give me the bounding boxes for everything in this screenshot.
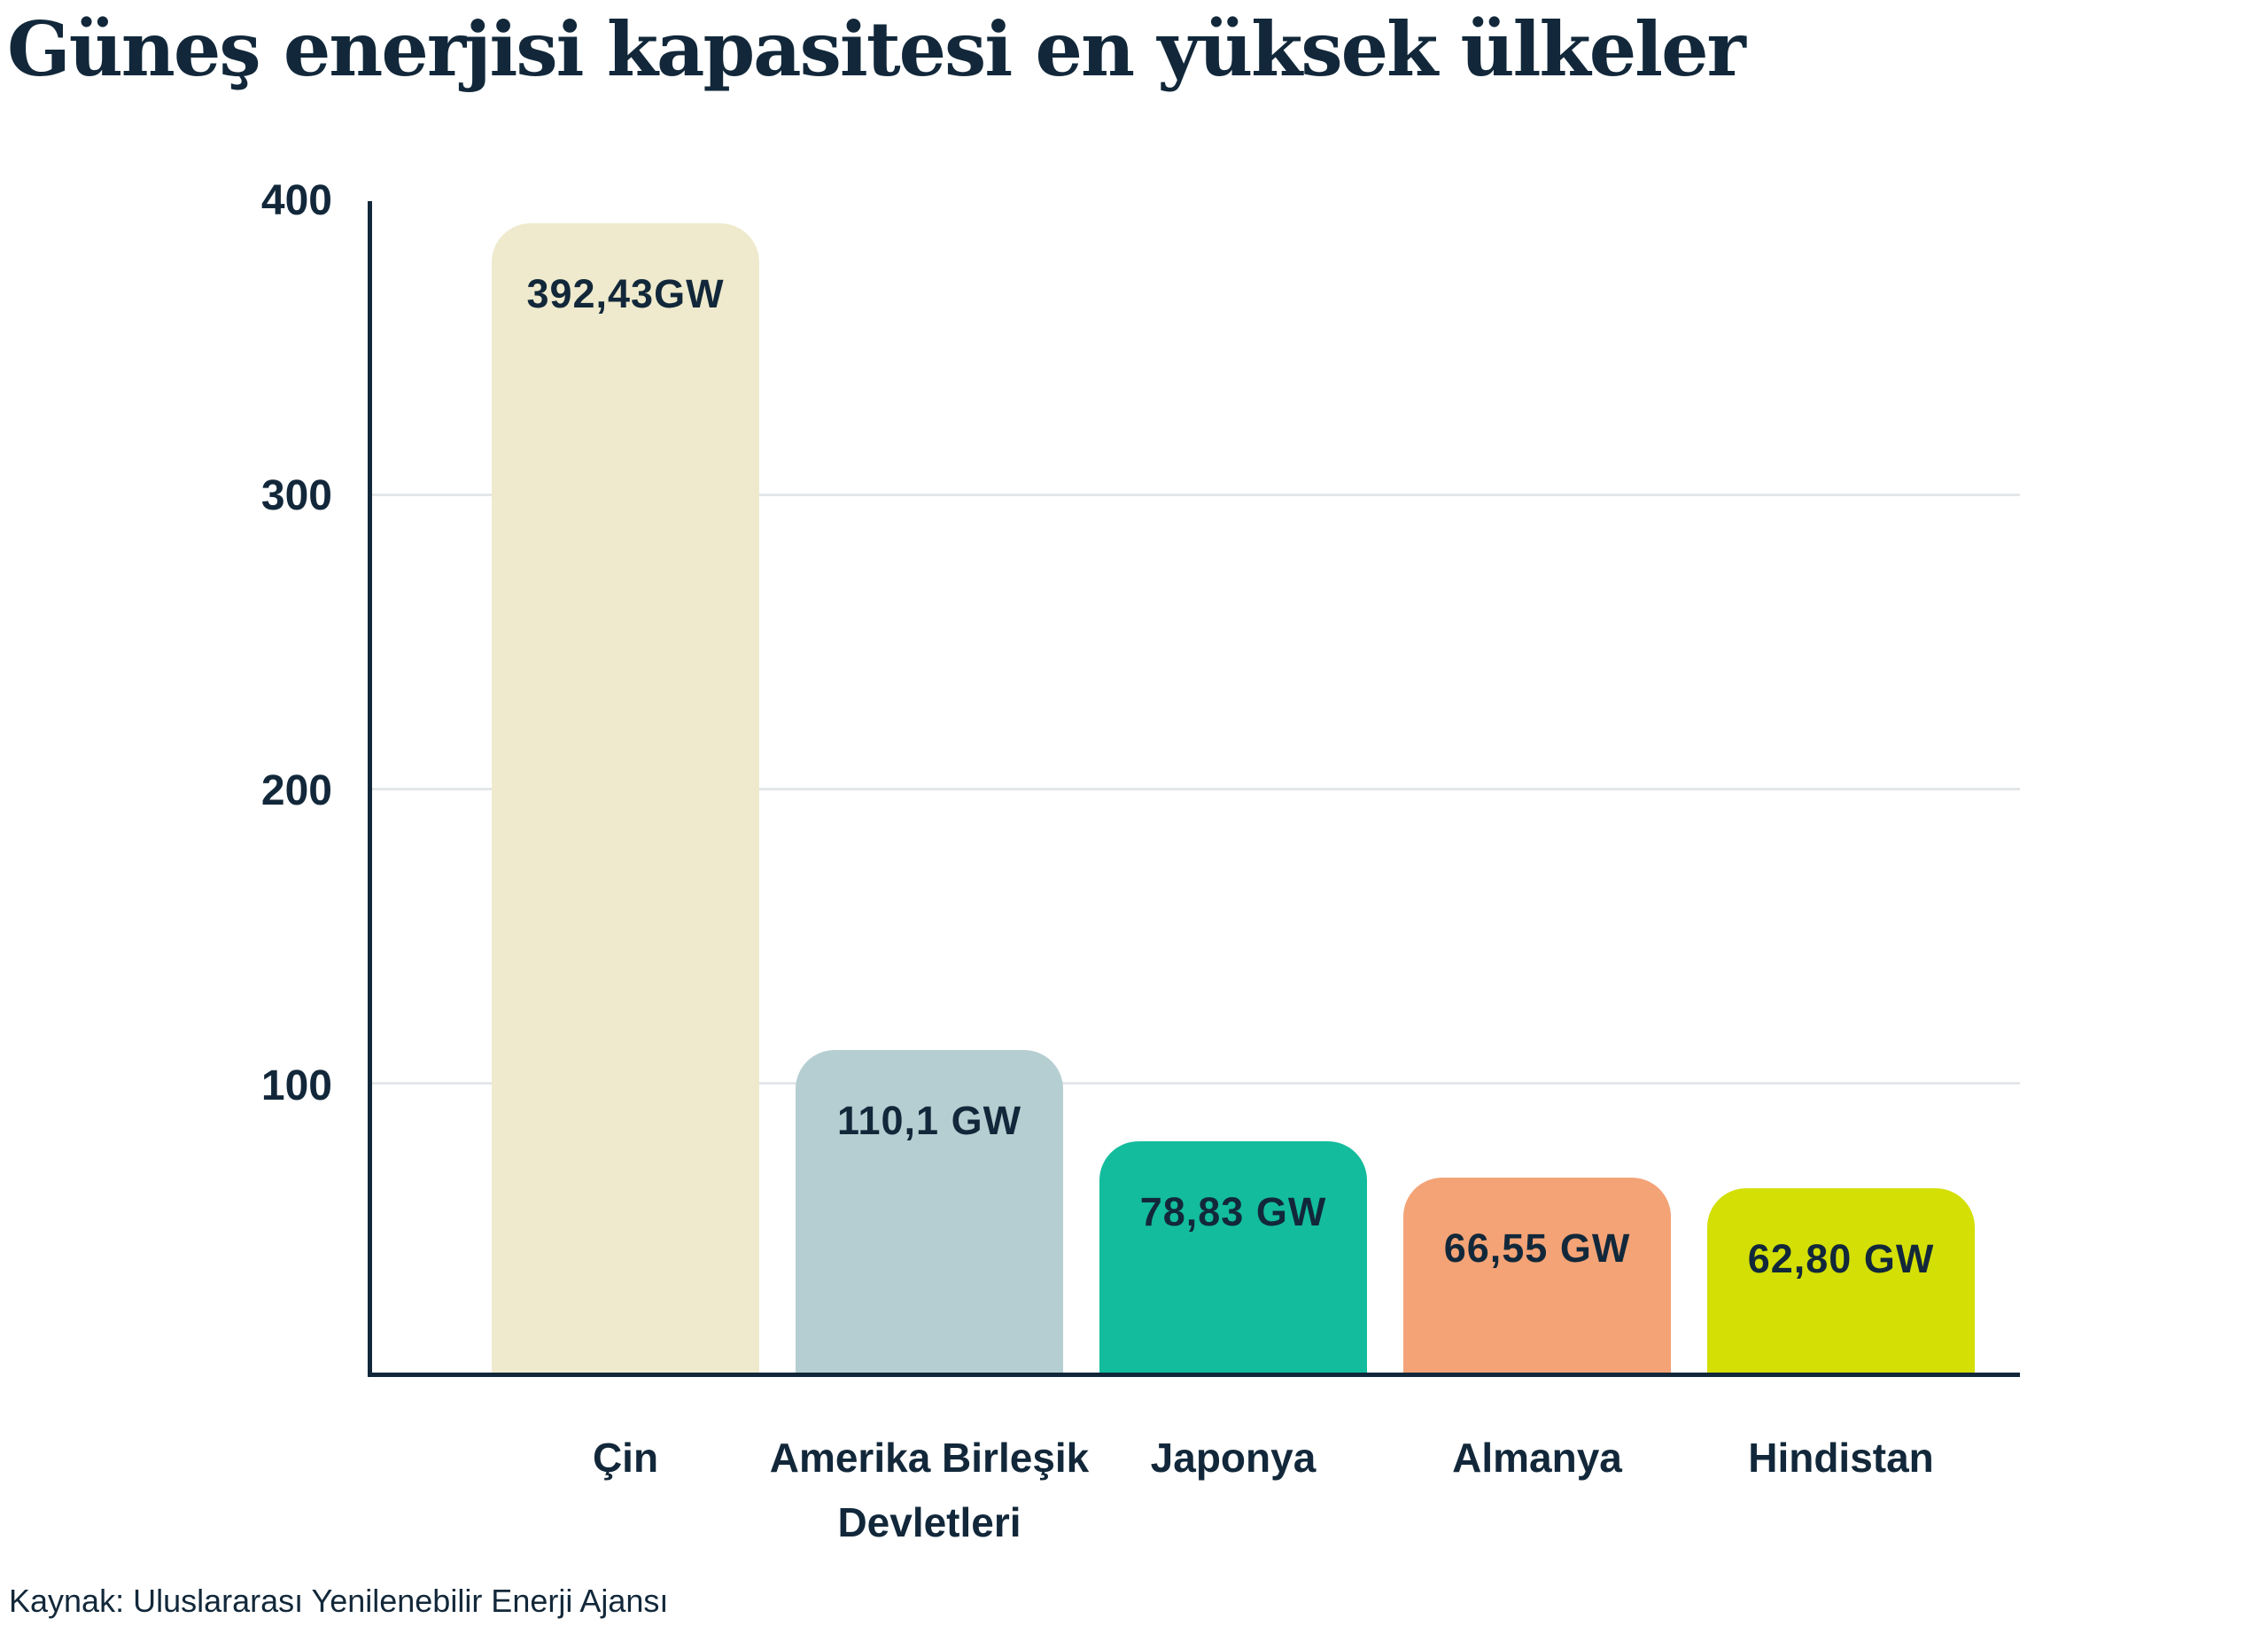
x-label-line: Hindistan <box>1748 1435 1934 1481</box>
bar-value-label-hindistan: 62,80 GW <box>1747 1236 1935 1281</box>
bar-value-label-cin: 392,43GW <box>526 271 725 316</box>
bar-value-label-abd: 110,1 GW <box>836 1098 1022 1143</box>
bar-amerika-birlesik-devletleri: 110,1 GW <box>796 1050 1063 1373</box>
gridline-300 <box>372 494 2020 496</box>
x-label-line: Çin <box>592 1435 659 1481</box>
x-label-line: Amerika Birleşik <box>769 1435 1090 1481</box>
gridline-100 <box>372 1082 2020 1085</box>
x-label-hindistan: Hindistan <box>1611 1426 2071 1490</box>
chart-title: Güneş enerjisi kapasitesi en yüksek ülke… <box>7 5 1746 93</box>
gridline-200 <box>372 788 2020 790</box>
y-tick-300: 300 <box>260 472 332 519</box>
y-tick-200: 200 <box>260 767 332 814</box>
x-label-japonya: Japonya <box>1003 1426 1464 1490</box>
x-label-line: Almanya <box>1452 1435 1622 1481</box>
bar-value-label-almanya: 66,55 GW <box>1443 1225 1631 1271</box>
bar-cin: 392,43GW <box>492 223 759 1373</box>
x-axis-line <box>368 1373 2020 1377</box>
bar-almanya: 66,55 GW <box>1403 1178 1671 1373</box>
y-tick-400: 400 <box>260 177 332 224</box>
x-label-almanya: Almanya <box>1307 1426 1767 1490</box>
y-tick-100: 100 <box>260 1062 332 1109</box>
source-note: Kaynak: Uluslararası Yenilenebilir Enerj… <box>9 1583 669 1619</box>
bar-japonya: 78,83 GW <box>1099 1141 1367 1373</box>
x-label-amerika-birlesik-devletleri: Amerika Birleşik Devletleri <box>699 1426 1160 1555</box>
y-axis-line <box>368 201 372 1377</box>
x-label-line: Devletleri <box>837 1499 1021 1545</box>
x-label-cin: Çin <box>395 1426 856 1490</box>
plot-area: 392,43GW 110,1 GW 78,83 GW 66,55 GW 62,8… <box>368 201 2020 1377</box>
x-label-line: Japonya <box>1150 1435 1317 1481</box>
bar-value-label-japonya: 78,83 GW <box>1139 1189 1327 1234</box>
bar-hindistan: 62,80 GW <box>1707 1188 1975 1373</box>
